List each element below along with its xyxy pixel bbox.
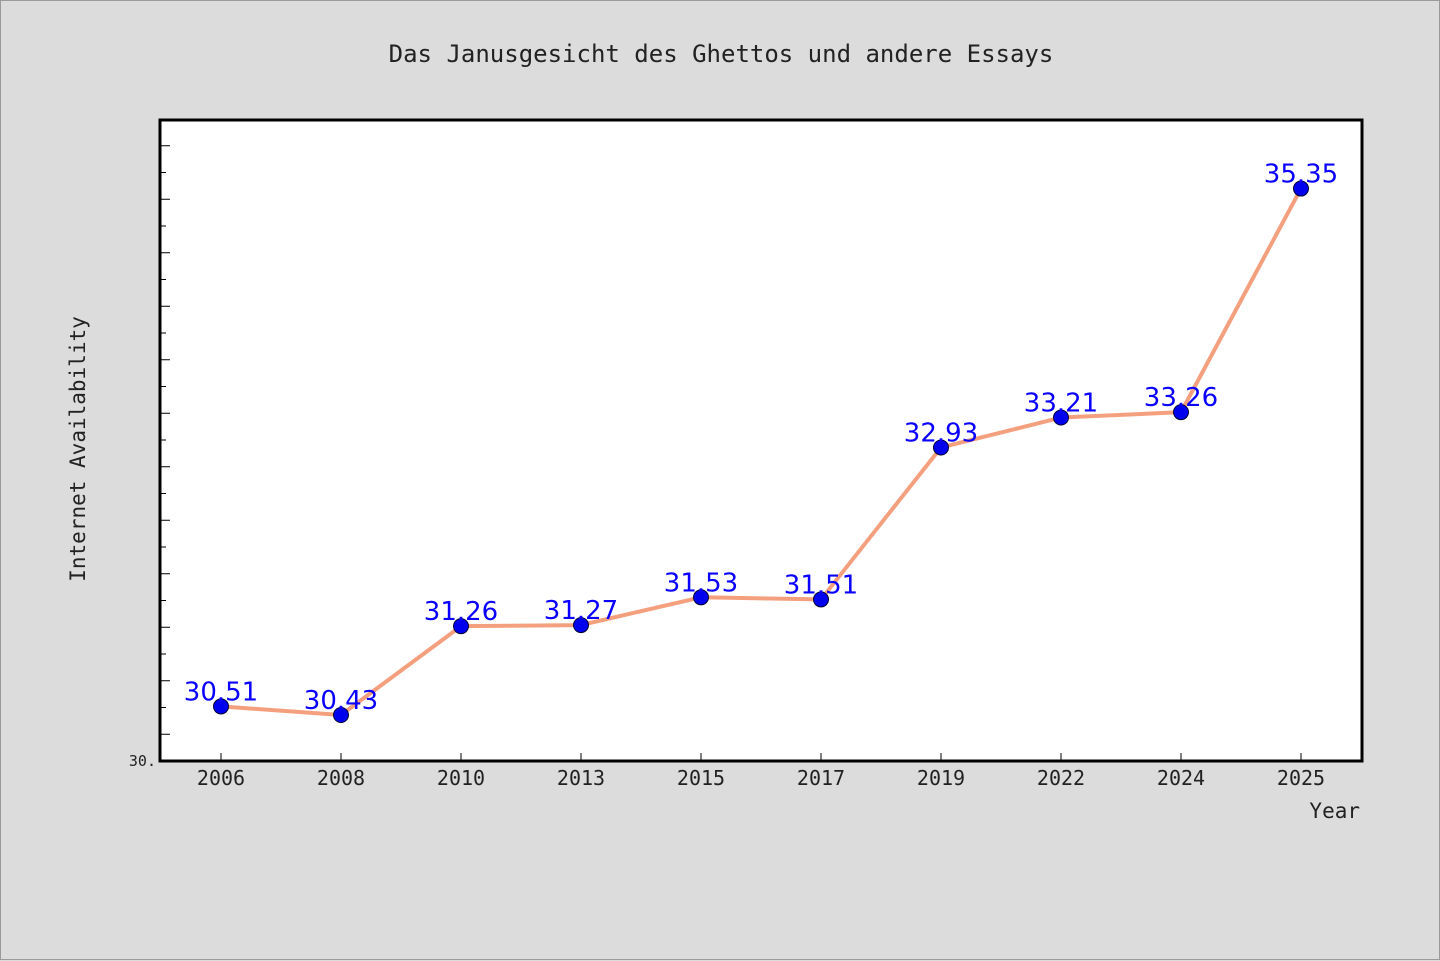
data-point	[933, 439, 949, 456]
chart-title: Das Janusgesicht des Ghettos und andere …	[389, 40, 1054, 68]
data-label: 30.43	[304, 686, 378, 716]
x-tick-label: 2017	[797, 766, 845, 790]
x-tick-label: 2025	[1277, 766, 1325, 790]
x-axis-label: Year	[1309, 799, 1360, 823]
data-label: 35.35	[1264, 160, 1338, 190]
x-tick-label: 2024	[1157, 766, 1205, 790]
data-label: 31.53	[664, 568, 738, 598]
data-point	[813, 591, 829, 608]
y-axis-ticks: 30.	[129, 145, 170, 770]
x-axis-ticks: 2006 2008 2010 2013 2015 2017 2019 2022 2024 2025	[197, 753, 1325, 790]
data-label: 32.93	[904, 418, 978, 448]
plot-area	[158, 118, 1364, 763]
y-axis-label: Internet Availability	[66, 316, 90, 582]
x-tick-label: 2008	[317, 766, 365, 790]
data-label-layer: 30.51 30.43 31.26 31.27 31.53 31.51 32.93 33.21…	[184, 160, 1338, 716]
data-label: 33.26	[1144, 383, 1218, 413]
data-point	[453, 618, 469, 635]
data-label: 31.26	[424, 597, 498, 627]
data-label: 31.51	[784, 570, 858, 600]
data-point	[1173, 404, 1189, 421]
data-point	[213, 698, 229, 715]
x-tick-label: 2022	[1037, 766, 1085, 790]
x-tick-label: 2010	[437, 766, 485, 790]
data-point	[1293, 180, 1309, 197]
data-label: 33.21	[1024, 389, 1098, 419]
data-point	[693, 589, 709, 606]
data-point	[1053, 409, 1069, 426]
x-tick-label: 2006	[197, 766, 245, 790]
x-tick-label: 2013	[557, 766, 605, 790]
series-layer	[213, 180, 1309, 723]
series-line	[219, 186, 1303, 717]
data-point	[573, 617, 589, 634]
y-tick-label: 30.	[129, 752, 156, 770]
data-point	[333, 706, 349, 723]
data-label: 30.51	[184, 677, 258, 707]
x-tick-label: 2019	[917, 766, 965, 790]
data-label: 31.27	[544, 596, 618, 626]
x-tick-label: 2015	[677, 766, 725, 790]
